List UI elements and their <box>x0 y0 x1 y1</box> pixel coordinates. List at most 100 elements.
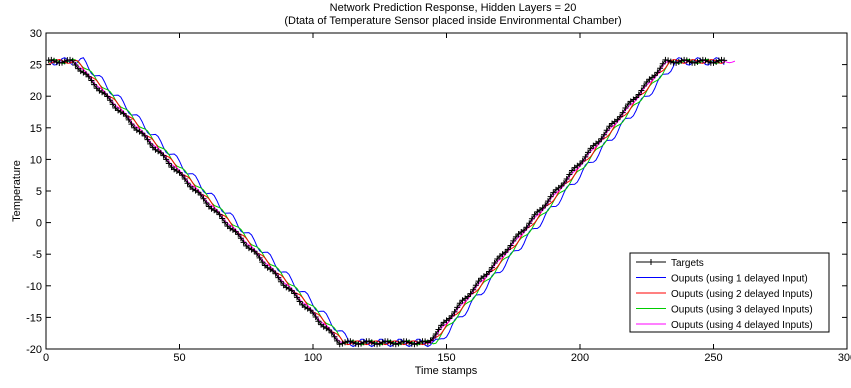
target-marker <box>376 340 383 347</box>
y-tick-label: -15 <box>26 312 42 324</box>
target-marker <box>579 157 586 164</box>
target-marker <box>141 132 148 139</box>
target-marker <box>352 340 359 347</box>
axes-layer: 0 50 100 150 200 250 300 -20 -15 -10 -5 0 5 10 15 20 25 3… <box>26 28 851 364</box>
target-marker <box>336 341 343 348</box>
target-marker <box>678 57 685 64</box>
target-marker <box>568 167 575 174</box>
target-marker <box>432 331 439 338</box>
x-tick-label: 50 <box>173 352 185 364</box>
target-marker <box>251 248 258 255</box>
target-marker <box>232 228 239 235</box>
target-marker <box>598 135 605 142</box>
target-marker <box>587 145 594 152</box>
target-marker <box>347 338 354 345</box>
target-marker <box>494 255 501 262</box>
y-tick-label: -5 <box>32 249 42 261</box>
target-marker <box>422 338 429 345</box>
target-marker <box>715 57 722 64</box>
y-tick-label: 25 <box>30 60 42 72</box>
target-marker <box>301 304 308 311</box>
legend-label: Ouputs (using 2 delayed Inputs) <box>671 289 813 300</box>
target-marker <box>216 211 223 218</box>
target-marker <box>464 293 471 300</box>
target-marker <box>544 198 551 205</box>
target-marker <box>48 56 55 63</box>
y-tick-label: 15 <box>30 123 42 135</box>
target-marker <box>371 340 378 347</box>
target-marker <box>355 341 362 348</box>
target-marker <box>451 308 458 315</box>
target-marker <box>633 94 640 101</box>
target-marker <box>470 286 477 293</box>
target-marker <box>686 58 693 65</box>
target-marker <box>713 58 720 65</box>
target-marker <box>339 340 346 347</box>
target-marker <box>139 130 146 137</box>
y-tick-label: 30 <box>30 28 42 40</box>
x-tick-label: 100 <box>304 352 322 364</box>
target-marker <box>697 57 704 64</box>
y-tick-label: 20 <box>30 91 42 103</box>
target-marker <box>235 231 242 238</box>
series-line <box>48 57 725 348</box>
target-marker <box>456 300 463 307</box>
target-marker <box>675 58 682 65</box>
target-marker <box>326 326 333 333</box>
target-marker <box>208 205 215 212</box>
target-marker <box>312 314 319 321</box>
target-marker <box>163 156 170 163</box>
target-marker <box>635 91 642 98</box>
target-marker <box>427 337 434 344</box>
legend-label: Ouputs (using 1 delayed Input) <box>671 274 808 285</box>
target-marker <box>227 225 234 232</box>
target-marker <box>403 338 410 345</box>
target-marker <box>395 340 402 347</box>
target-marker <box>702 57 709 64</box>
target-marker <box>659 60 666 67</box>
target-marker <box>334 337 341 344</box>
target-marker <box>539 205 546 212</box>
target-marker <box>510 237 517 244</box>
target-marker <box>665 57 672 64</box>
target-marker <box>179 172 186 179</box>
target-marker <box>253 251 260 258</box>
target-marker <box>144 136 151 143</box>
y-tick-label: 10 <box>30 154 42 166</box>
target-marker <box>69 57 76 64</box>
target-marker <box>307 307 314 314</box>
target-marker <box>88 77 95 84</box>
target-marker <box>101 90 108 97</box>
x-tick-label: 200 <box>571 352 589 364</box>
target-marker <box>240 239 247 246</box>
target-marker <box>582 153 589 160</box>
y-tick-label: -20 <box>26 344 42 356</box>
chart-title: Network Prediction Response, Hidden Laye… <box>330 2 577 14</box>
target-marker <box>392 341 399 348</box>
target-marker <box>528 215 535 222</box>
target-marker <box>328 329 335 336</box>
target-marker <box>619 109 626 116</box>
series-layer <box>45 56 736 348</box>
target-marker <box>523 224 530 231</box>
target-marker <box>195 189 202 196</box>
target-marker <box>398 339 405 346</box>
y-tick-label: 0 <box>36 218 42 230</box>
target-marker <box>293 294 300 301</box>
target-marker <box>360 339 367 346</box>
target-marker <box>718 56 725 63</box>
target-marker <box>296 298 303 305</box>
target-marker <box>606 123 613 130</box>
target-marker <box>342 339 349 346</box>
target-marker <box>563 176 570 183</box>
target-marker <box>411 341 418 348</box>
target-marker <box>91 81 98 88</box>
y-axis-label: Temperature <box>11 160 23 222</box>
target-marker <box>414 340 421 347</box>
target-marker <box>256 254 263 261</box>
target-marker <box>379 339 386 346</box>
target-marker <box>237 235 244 242</box>
target-marker <box>622 105 629 112</box>
target-marker <box>181 176 188 183</box>
